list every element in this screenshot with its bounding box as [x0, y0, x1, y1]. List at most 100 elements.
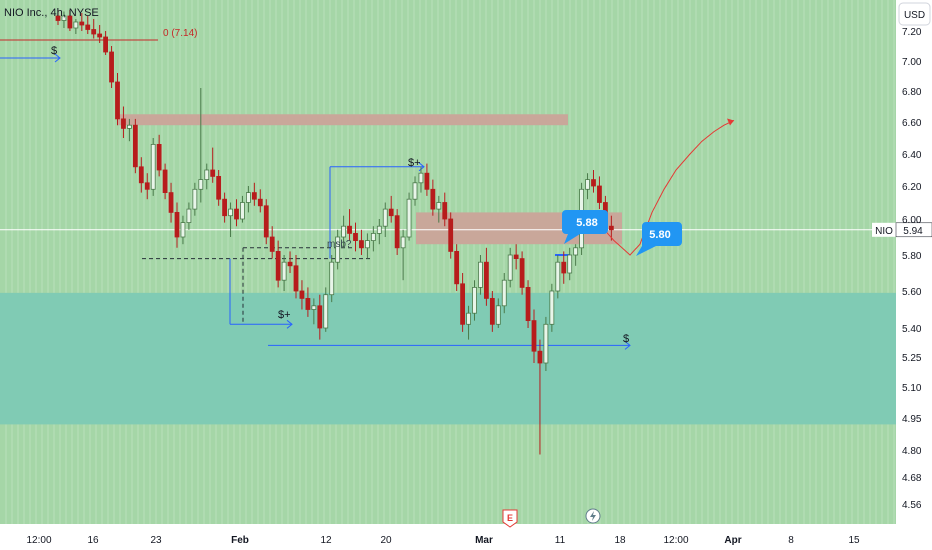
candle: [186, 202, 192, 230]
candle: [311, 298, 317, 325]
candle-body: [329, 261, 335, 296]
candle: [263, 199, 269, 245]
earnings-marker-shape[interactable]: [502, 509, 518, 528]
candle-body: [257, 198, 263, 207]
candle-body: [162, 169, 168, 194]
candle-body: [198, 179, 204, 190]
time-tick-label: 18: [614, 535, 626, 546]
candle-body: [240, 202, 245, 220]
candle: [406, 192, 412, 241]
time-tick-label: Apr: [724, 535, 741, 546]
candle: [597, 176, 602, 210]
candle: [561, 251, 567, 284]
lightning-icon: [590, 511, 596, 521]
candle-body: [156, 143, 162, 171]
candle: [495, 298, 501, 328]
candle: [454, 244, 460, 291]
candle-body: [115, 81, 120, 120]
symbol-tag-box: [872, 222, 896, 237]
candle-body: [192, 188, 198, 210]
candle: [376, 219, 382, 245]
candle: [531, 309, 537, 363]
price-tick-label: 4.80: [902, 446, 922, 457]
candle-body: [454, 250, 460, 285]
candle-body: [501, 279, 507, 307]
earnings-marker[interactable]: E: [502, 509, 518, 528]
candle-body: [567, 254, 573, 274]
candle-body: [376, 225, 382, 234]
earnings-marker-label[interactable]: E: [507, 513, 513, 523]
candle: [55, 10, 61, 25]
price-tick-label: 6.60: [902, 118, 922, 129]
time-axis-background[interactable]: [0, 524, 896, 550]
price-tick-label: 5.80: [902, 251, 922, 262]
chart-gridlines: [5, 0, 895, 524]
candle-body: [210, 169, 216, 177]
candle-body: [489, 297, 495, 325]
currency-button-frame[interactable]: [898, 2, 931, 26]
candle: [257, 189, 263, 213]
candle: [115, 73, 120, 126]
teal-demand-zone: [0, 292, 896, 425]
candle: [198, 88, 204, 203]
candle: [127, 118, 132, 142]
candle-body: [180, 222, 186, 238]
candle: [394, 209, 400, 255]
candle-body: [525, 286, 531, 321]
candle-body: [79, 21, 85, 26]
candle-body: [73, 21, 79, 29]
candle: [543, 316, 549, 371]
candle: [162, 163, 168, 200]
candle-body: [317, 305, 323, 329]
candle-body: [311, 305, 317, 310]
candle-body: [263, 205, 269, 238]
currency-button[interactable]: USD: [898, 2, 931, 26]
candle: [228, 202, 233, 237]
candle-body: [305, 297, 311, 310]
candle-body: [121, 118, 126, 129]
currency-button-label[interactable]: USD: [904, 10, 925, 21]
candle-body: [460, 283, 466, 325]
time-tick-label: 8: [788, 535, 794, 546]
candle-body: [394, 215, 400, 249]
last-price-tag-box: [895, 222, 932, 238]
candle: [382, 202, 388, 237]
candle: [150, 138, 156, 196]
candle-body: [472, 286, 477, 314]
candle-body: [144, 182, 150, 190]
candle: [323, 287, 329, 332]
price-axis-background[interactable]: [896, 0, 932, 550]
candle: [555, 255, 561, 299]
price-tick-label: 6.20: [902, 182, 922, 193]
candle-body: [537, 350, 543, 364]
price-tick-label: 4.68: [902, 473, 922, 484]
candle-body: [234, 208, 239, 220]
candle-body: [97, 33, 103, 38]
msb-label: msb?: [327, 239, 352, 250]
candle: [466, 305, 471, 340]
candle: [216, 170, 222, 206]
candle: [204, 163, 210, 190]
candle: [192, 182, 198, 216]
time-tick-label: 16: [87, 535, 99, 546]
symbol-tag: NIO: [875, 226, 893, 237]
candle: [144, 173, 150, 200]
candle: [472, 280, 477, 321]
candle-body: [287, 261, 293, 267]
candle: [353, 222, 358, 252]
candle: [483, 247, 489, 306]
candle: [519, 251, 525, 295]
candle-body: [370, 232, 376, 241]
candle: [478, 255, 483, 295]
candle-body: [573, 247, 579, 256]
candlestick-series: [55, 10, 614, 455]
dividend-marker[interactable]: [585, 508, 601, 524]
candle: [251, 182, 257, 206]
candle-body: [61, 15, 67, 21]
price-tick-label: 5.25: [902, 353, 922, 364]
time-tick-label: Mar: [475, 535, 493, 546]
dollar-label-right: $: [623, 333, 629, 345]
candle: [317, 294, 323, 340]
candle: [549, 283, 555, 332]
